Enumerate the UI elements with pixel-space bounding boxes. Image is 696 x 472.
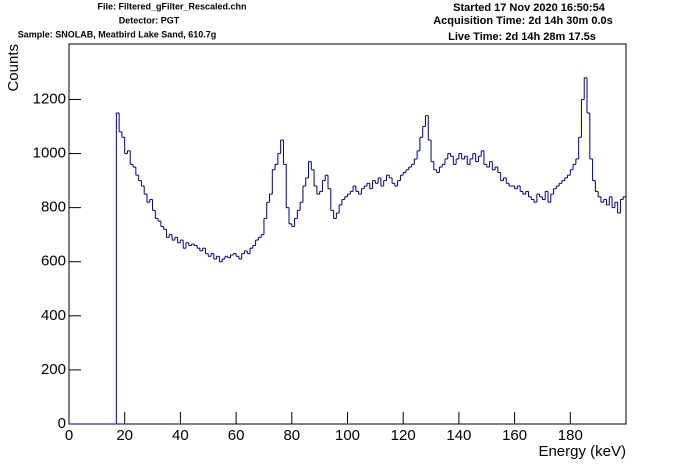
y-tick-label: 400 xyxy=(41,307,66,324)
x-tick-label: 180 xyxy=(558,427,583,444)
x-tick-label: 140 xyxy=(446,427,471,444)
x-tick-label: 100 xyxy=(335,427,360,444)
y-tick-label: 0 xyxy=(58,415,66,432)
x-tick-label: 120 xyxy=(391,427,416,444)
y-tick-label: 600 xyxy=(41,253,66,270)
x-axis-label: Energy (keV) xyxy=(538,443,626,460)
started-label: Started 17 Nov 2020 16:50:54 xyxy=(453,2,606,14)
x-tick-label: 80 xyxy=(283,427,300,444)
detector-label: Detector: PGT xyxy=(119,15,180,25)
y-tick-label: 1200 xyxy=(33,90,66,107)
file-label: File: Filtered_gFilter_Rescaled.chn xyxy=(97,1,246,11)
x-tick-label: 0 xyxy=(65,427,73,444)
x-tick-label: 20 xyxy=(116,427,133,444)
y-tick-label: 800 xyxy=(41,199,66,216)
y-tick-label: 1000 xyxy=(33,145,66,162)
live-label: Live Time: 2d 14h 28m 17.5s xyxy=(448,31,596,43)
y-tick-label: 200 xyxy=(41,361,66,378)
sample-label: Sample: SNOLAB, Meatbird Lake Sand, 610.… xyxy=(18,29,217,39)
x-tick-label: 60 xyxy=(228,427,245,444)
y-axis-label: Counts xyxy=(5,44,22,92)
x-tick-label: 40 xyxy=(172,427,189,444)
acquisition-label: Acquisition Time: 2d 14h 30m 0.0s xyxy=(433,15,613,27)
x-tick-label: 160 xyxy=(502,427,527,444)
